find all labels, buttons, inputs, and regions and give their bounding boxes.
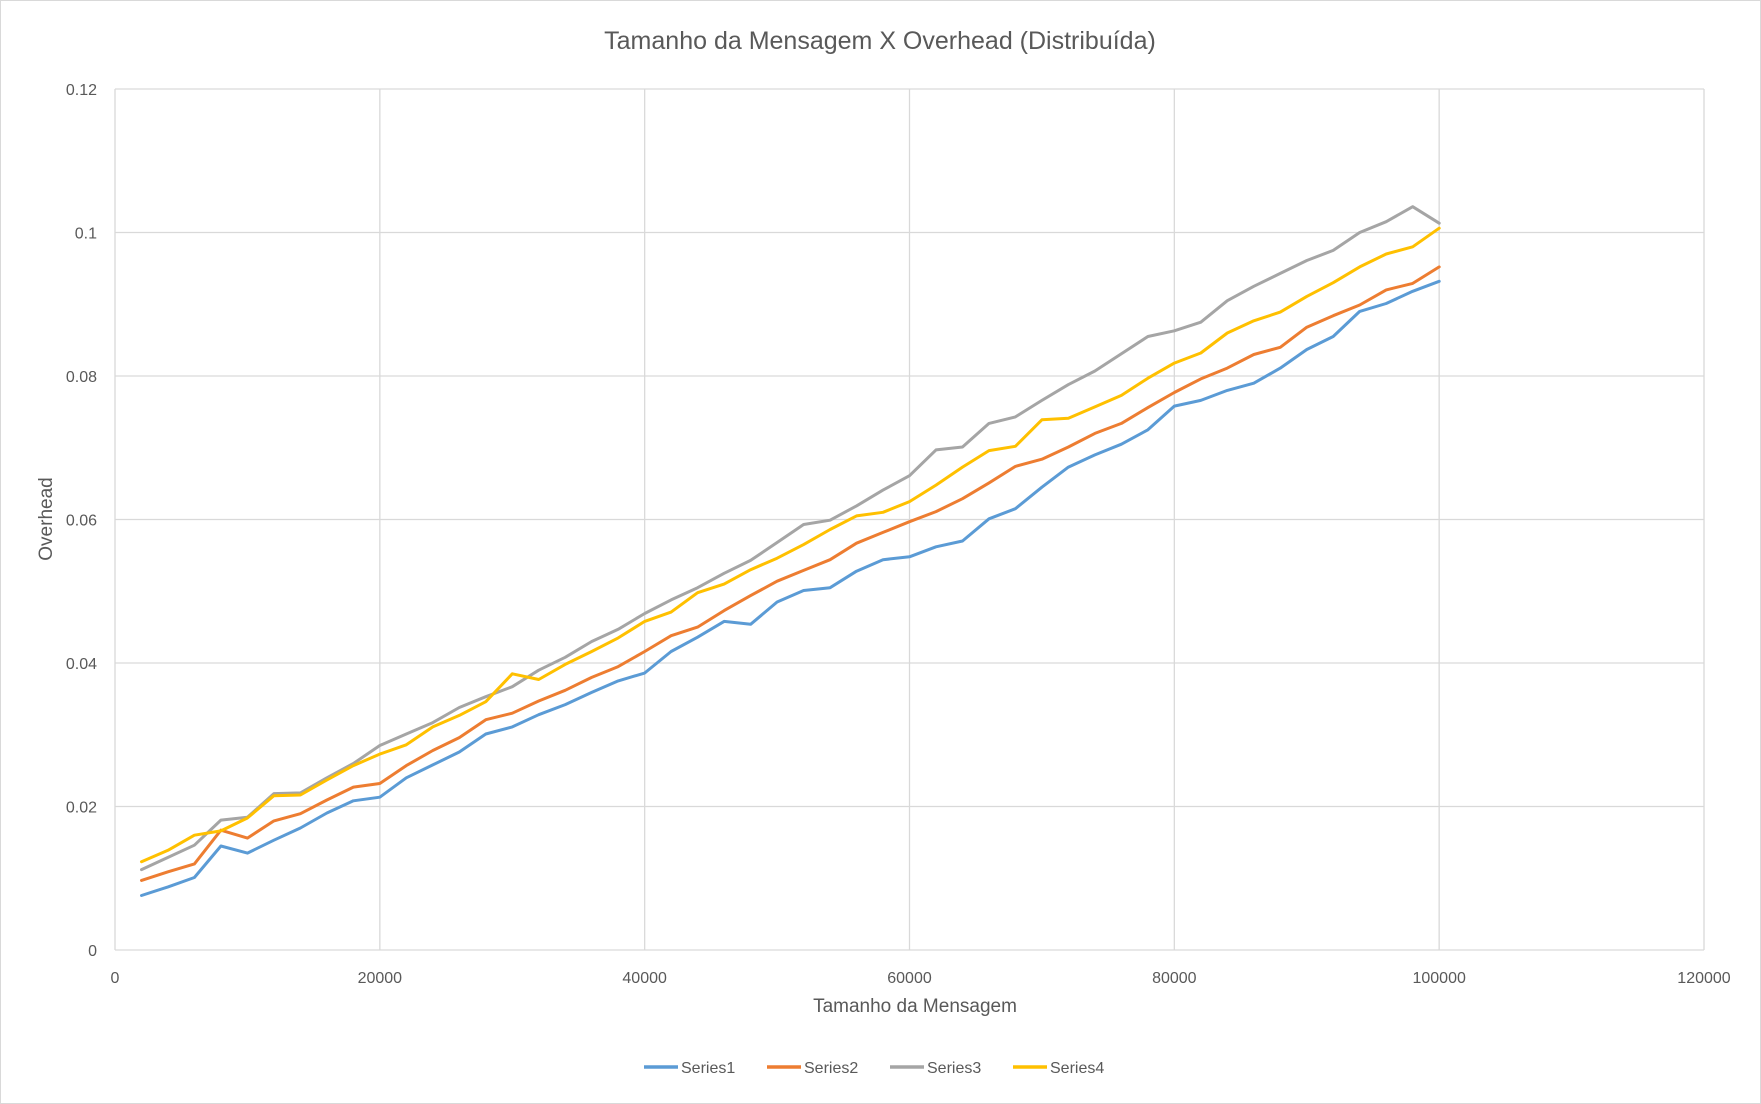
series-2 — [140, 265, 1441, 882]
legend-label: Series4 — [1050, 1060, 1104, 1077]
y-tick-label: 0.04 — [66, 656, 97, 673]
y-tick-label: 0 — [88, 943, 97, 960]
x-tick-label: 120000 — [1677, 970, 1730, 987]
series-4 — [140, 226, 1441, 864]
y-tick-label: 0.06 — [66, 513, 97, 530]
x-tick-label: 0 — [111, 970, 120, 987]
legend: Series1 Series2 Series3 Series4 — [644, 1060, 1104, 1077]
x-axis-title: Tamanho da Mensagem — [813, 996, 1017, 1017]
series-3 — [140, 205, 1441, 872]
series-line-4 — [140, 226, 1441, 864]
legend-item: Series3 — [890, 1060, 981, 1077]
series-line-3 — [140, 205, 1441, 872]
y-tick-label: 0.08 — [66, 369, 97, 386]
x-tick-label: 60000 — [887, 970, 932, 987]
legend-item: Series2 — [767, 1060, 858, 1077]
legend-label: Series3 — [927, 1060, 981, 1077]
x-tick-label: 20000 — [358, 970, 403, 987]
y-tick-label: 0.02 — [66, 800, 97, 817]
axis-ticks: 0 0.02 0.04 0.06 0.08 0.1 0.12 0 20000 40000 60000… — [66, 82, 1731, 987]
y-tick-label: 0.12 — [66, 82, 97, 99]
series-lines — [140, 205, 1441, 897]
x-tick-label: 80000 — [1152, 970, 1197, 987]
series-line-1 — [140, 279, 1441, 897]
legend-label: Series2 — [804, 1060, 858, 1077]
gridlines — [114, 88, 1705, 951]
chart-title: Tamanho da Mensagem X Overhead (Distribu… — [604, 27, 1156, 55]
series-line-2 — [140, 265, 1441, 882]
x-tick-label: 100000 — [1412, 970, 1465, 987]
x-tick-label: 40000 — [622, 970, 667, 987]
y-tick-label: 0.1 — [75, 226, 97, 243]
legend-item: Series1 — [644, 1060, 735, 1077]
y-axis-title: Overhead — [36, 477, 57, 560]
legend-label: Series1 — [681, 1060, 735, 1077]
legend-item: Series4 — [1013, 1060, 1104, 1077]
series-1 — [140, 279, 1441, 897]
